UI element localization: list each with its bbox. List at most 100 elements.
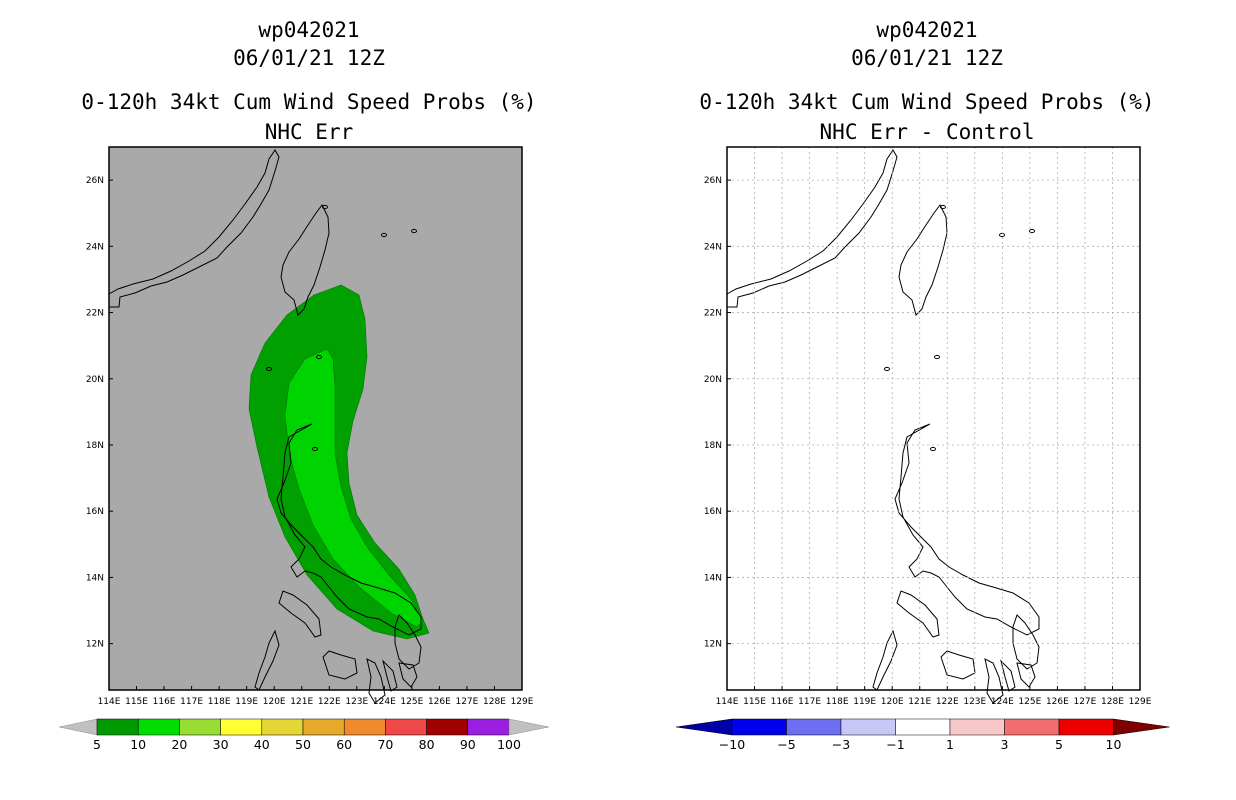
left-map-frame (108, 146, 523, 691)
right-tick-label-x-117E: 117E (798, 697, 821, 707)
right-panel: wp042021 06/01/21 12Z 0-120h 34kt Cum Wi… (618, 0, 1236, 800)
right-tick-label-x-114E: 114E (716, 697, 739, 707)
left-island-4 (316, 354, 322, 360)
left-tick-label-x-120E: 120E (263, 697, 286, 707)
right-colorbar-swatch-2 (840, 718, 896, 736)
right-tick-label-x-116E: 116E (771, 697, 794, 707)
right-colorbar-swatch-5 (1004, 718, 1060, 736)
left-colorbar-label-70: 70 (377, 737, 393, 752)
left-coastline-mindoro (278, 590, 322, 638)
left-tick-label-y-12N: 12N (86, 640, 104, 650)
left-coastline-taiwan (280, 204, 330, 316)
left-island-3 (266, 366, 272, 372)
right-coastline-palawan (872, 629, 898, 691)
left-colorbar-swatch-60 (343, 718, 386, 736)
left-colorbar-label-80: 80 (419, 737, 435, 752)
right-colorbar: −10 −5 −3 −1 1 3 5 10 (675, 718, 1170, 752)
left-colorbar-swatch-80 (426, 718, 469, 736)
right-tick-label-x-128E: 128E (1101, 697, 1124, 707)
right-colorbar-label--5: −5 (777, 737, 795, 752)
right-colorbar-label-1: 1 (946, 737, 954, 752)
right-tick-label-x-124E: 124E (991, 697, 1014, 707)
left-tick-label-x-129E: 129E (511, 697, 534, 707)
right-island-4 (934, 354, 940, 360)
right-tick-label-y-20N: 20N (704, 375, 722, 385)
right-title-storm: wp042021 (876, 18, 978, 42)
left-coastline-luzon (276, 423, 422, 636)
left-colorbar-swatch-10 (137, 718, 180, 736)
right-tick-label-x-119E: 119E (853, 697, 876, 707)
left-tick-label-x-123E: 123E (345, 697, 368, 707)
right-colorbar-label--3: −3 (832, 737, 850, 752)
left-map-area: 114E 115E 116E 117E 118E 119E 120E 121E 122E 123E… (86, 146, 534, 707)
right-tick-label-x-126E: 126E (1046, 697, 1069, 707)
right-coastline-negros (984, 658, 1004, 704)
left-title-subtitle: NHC Err (264, 120, 354, 144)
right-tick-label-x-129E: 129E (1129, 697, 1152, 707)
right-tick-label-x-120E: 120E (881, 697, 904, 707)
right-coastline-china (726, 149, 898, 308)
right-tick-label-x-118E: 118E (826, 697, 849, 707)
right-coastline-taiwan (898, 204, 948, 316)
left-island-0 (322, 204, 328, 210)
left-colorbar-label-100: 100 (497, 737, 521, 752)
left-tick-label-y-22N: 22N (86, 309, 104, 319)
right-title-product: 0-120h 34kt Cum Wind Speed Probs (%) (699, 90, 1155, 114)
right-island-0 (940, 204, 946, 210)
right-coastline-panay (940, 650, 976, 680)
right-tick-label-y-18N: 18N (704, 441, 722, 451)
left-tick-label-y-14N: 14N (86, 573, 104, 583)
right-tick-label-y-12N: 12N (704, 640, 722, 650)
left-coastline-samar (394, 614, 422, 670)
left-colorbar-label-5: 5 (93, 737, 101, 752)
left-tick-label-x-124E: 124E (373, 697, 396, 707)
right-coastline-mindoro (896, 590, 940, 638)
left-island-1 (381, 232, 387, 238)
left-tick-label-x-121E: 121E (290, 697, 313, 707)
left-colorbar-arrow-left (58, 718, 98, 736)
left-colorbar-swatch-30 (220, 718, 263, 736)
right-tick-label-y-22N: 22N (704, 309, 722, 319)
left-tick-label-x-122E: 122E (318, 697, 341, 707)
right-tick-label-y-14N: 14N (704, 573, 722, 583)
left-colorbar-label-50: 50 (295, 737, 311, 752)
right-island-3 (884, 366, 890, 372)
left-colorbar-swatch-90 (467, 718, 510, 736)
right-colorbar-swatch-4 (949, 718, 1005, 736)
left-title-storm: wp042021 (258, 18, 360, 42)
right-title-subtitle: NHC Err - Control (819, 120, 1035, 144)
right-map-area: 114E 115E 116E 117E 118E 119E 120E 121E 122E 123E… (704, 146, 1152, 707)
right-coastline-cebu (1000, 659, 1016, 692)
right-island-2 (1029, 228, 1035, 234)
left-tick-label-x-126E: 126E (428, 697, 451, 707)
right-tick-label-x-122E: 122E (936, 697, 959, 707)
left-colorbar-label-60: 60 (336, 737, 352, 752)
right-colorbar-arrow-right (1113, 718, 1170, 736)
left-colorbar-label-90: 90 (460, 737, 476, 752)
left-map-chart: 114E 115E 116E 117E 118E 119E 120E 121E 122E 123E… (58, 146, 550, 752)
right-island-5 (930, 446, 936, 452)
right-coastline-samar (1012, 614, 1040, 670)
left-tick-label-x-115E: 115E (125, 697, 148, 707)
right-tick-label-y-26N: 26N (704, 176, 722, 186)
left-island-2 (411, 228, 417, 234)
right-tick-label-y-24N: 24N (704, 242, 722, 252)
right-colorbar-arrow-left (675, 718, 733, 736)
left-colorbar-swatch-20 (179, 718, 221, 736)
left-tick-label-x-117E: 117E (180, 697, 203, 707)
left-prob-region-5pct (248, 284, 430, 640)
left-coastline-panay (322, 650, 358, 680)
right-tick-label-x-121E: 121E (908, 697, 931, 707)
left-coastline-cebu (382, 659, 398, 692)
right-tick-label-x-123E: 123E (963, 697, 986, 707)
left-tick-label-y-24N: 24N (86, 242, 104, 252)
left-tick-label-y-20N: 20N (86, 375, 104, 385)
right-tick-label-x-115E: 115E (743, 697, 766, 707)
left-tick-label-y-26N: 26N (86, 176, 104, 186)
right-map-background (727, 147, 1140, 690)
left-tick-label-x-125E: 125E (400, 697, 423, 707)
left-colorbar-label-40: 40 (254, 737, 270, 752)
left-panel: wp042021 06/01/21 12Z 0-120h 34kt Cum Wi… (58, 18, 550, 752)
left-colorbar-swatch-70 (385, 718, 427, 736)
left-island-5 (312, 446, 318, 452)
